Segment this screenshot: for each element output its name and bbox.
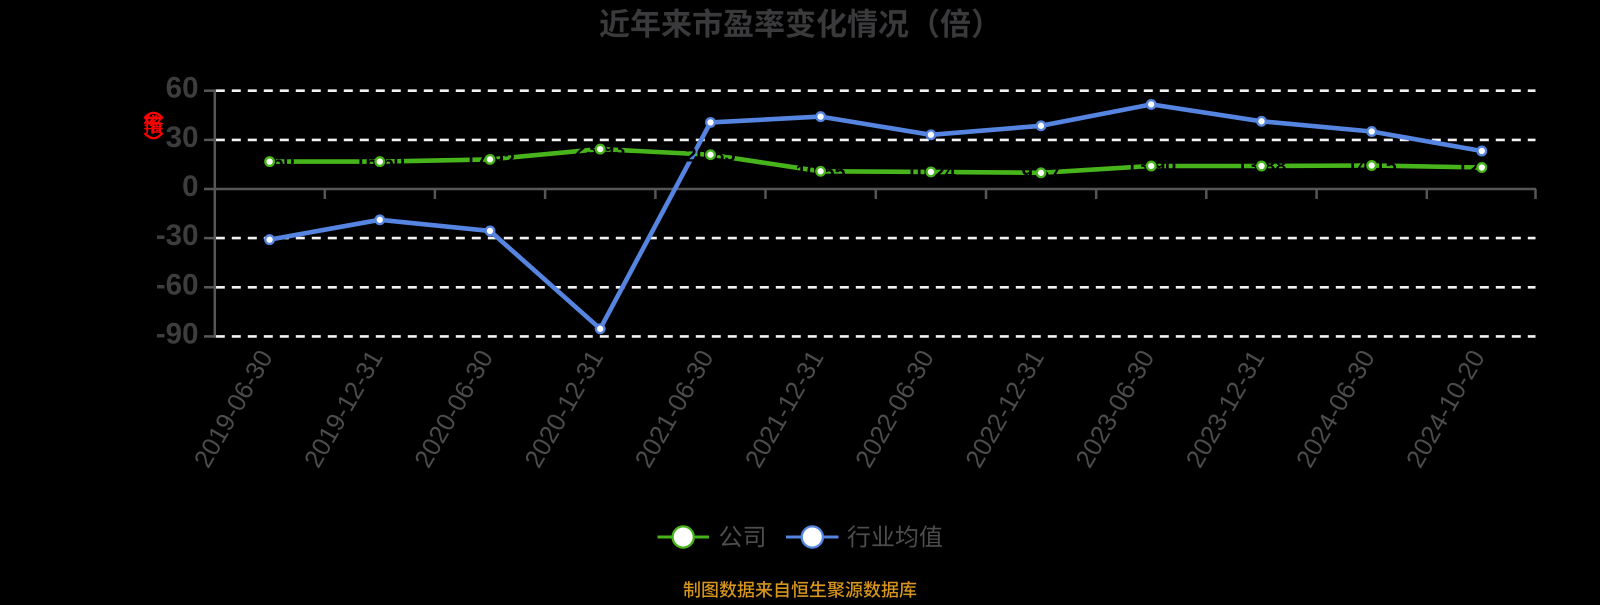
svg-text:60: 60 bbox=[166, 72, 199, 105]
svg-text:-30: -30 bbox=[156, 219, 199, 252]
svg-text:30: 30 bbox=[166, 121, 199, 154]
svg-text:-90: -90 bbox=[156, 317, 199, 350]
svg-text:0: 0 bbox=[182, 170, 198, 203]
svg-text:-60: -60 bbox=[156, 268, 199, 301]
